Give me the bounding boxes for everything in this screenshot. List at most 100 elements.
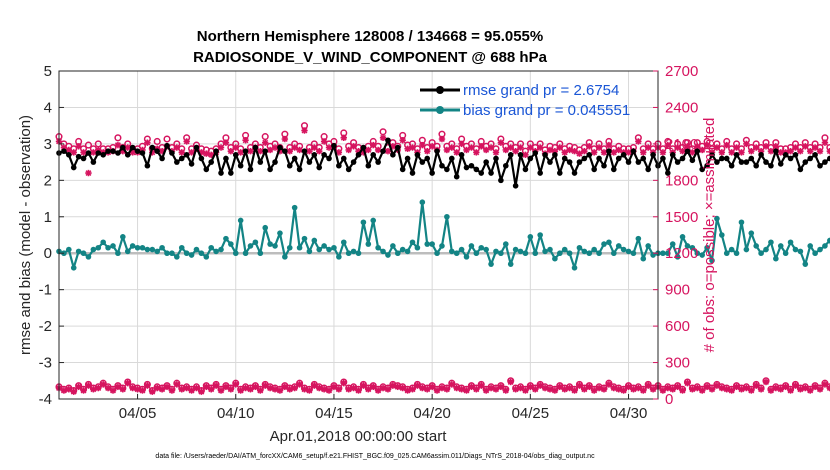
obs-low-assimilated-point-stroke xyxy=(694,385,701,392)
rmse-point xyxy=(586,152,593,158)
obs-low-assimilated-point-stroke xyxy=(767,387,774,394)
obs-low-assimilated-point xyxy=(595,384,603,392)
obs-low-assimilated-point xyxy=(394,383,401,391)
rmse-point xyxy=(802,159,809,165)
obs-low-assimilated-point xyxy=(208,386,215,393)
obs-assimilated-point-stroke xyxy=(704,142,711,149)
obs-assimilated-point xyxy=(70,149,77,156)
obs-low-assimilated-point-stroke xyxy=(70,388,77,395)
obs-low-assimilated-point xyxy=(571,387,578,394)
obs-assimilated-point-stroke xyxy=(821,139,828,146)
obs-assimilated-point-stroke xyxy=(272,144,278,151)
obs-low-assimilated-point xyxy=(458,386,465,393)
obs-low-assimilated-point-stroke xyxy=(345,386,352,393)
bias-point xyxy=(557,250,563,257)
obs-low-assimilated-point xyxy=(360,382,367,389)
rmse-point xyxy=(429,170,435,176)
rmse-point xyxy=(615,155,622,162)
obs-assimilated-point xyxy=(522,151,529,159)
bias-point xyxy=(120,234,126,240)
obs-assimilated-point xyxy=(635,138,642,145)
bias-point xyxy=(129,243,136,249)
obs-low-assimilated-point-stroke xyxy=(561,386,568,393)
obs-low-assimilated-point-stroke xyxy=(566,385,573,392)
rmse-point xyxy=(61,148,67,154)
obs-low-assimilated-point xyxy=(70,388,77,395)
obs-low-assimilated-point-stroke xyxy=(208,386,215,393)
bias-point xyxy=(606,239,612,246)
obs-assimilated-point xyxy=(590,149,598,156)
bias-point xyxy=(301,235,308,242)
bias-point xyxy=(326,246,332,253)
bias-point xyxy=(704,244,710,251)
obs-assimilated-point xyxy=(659,149,667,156)
obs-low-assimilated-point xyxy=(99,381,107,388)
obs-assimilated-point xyxy=(605,141,613,149)
obs-assimilated-point xyxy=(595,144,603,151)
bias-point xyxy=(340,239,347,246)
obs-low-assimilated-point xyxy=(777,386,784,393)
obs-assimilated-point-stroke xyxy=(321,138,328,145)
rmse-point xyxy=(424,155,431,162)
obs-low-assimilated-point xyxy=(610,384,618,392)
rmse-point xyxy=(188,161,195,167)
obs-low-assimilated-point-stroke xyxy=(502,387,509,394)
obs-low-assimilated-point xyxy=(487,384,495,392)
bias-point xyxy=(630,250,637,257)
rmse-point xyxy=(228,170,234,176)
obs-low-assimilated-point xyxy=(75,383,82,391)
obs-assimilated-point xyxy=(379,134,387,142)
obs-low-assimilated-point-stroke xyxy=(370,383,377,390)
obs-assimilated-point-stroke xyxy=(591,149,598,156)
obs-low-assimilated-point-stroke xyxy=(355,387,362,394)
obs-low-assimilated-point-stroke xyxy=(100,381,107,388)
bias-point xyxy=(267,241,273,247)
obs-low-assimilated-point xyxy=(811,383,819,391)
obs-low-assimilated-point-stroke xyxy=(468,383,475,390)
obs-low-assimilated-point xyxy=(90,386,97,393)
bias-point xyxy=(139,244,146,251)
obs-low-assimilated-point xyxy=(522,387,529,394)
obs-assimilated-point-stroke xyxy=(718,149,725,156)
obs-assimilated-point-stroke xyxy=(159,148,166,155)
obs-assimilated-point xyxy=(424,147,431,155)
obs-low-assimilated-point xyxy=(301,386,308,393)
obs-low-assimilated-point-stroke xyxy=(429,383,436,390)
obs-assimilated-point-stroke xyxy=(787,148,794,155)
rmse-point xyxy=(493,155,499,162)
obs-assimilated-point-stroke xyxy=(659,149,666,156)
x-tick-label: 04/30 xyxy=(610,405,648,422)
rmse-point xyxy=(542,152,548,158)
obs-low-assimilated-point-stroke xyxy=(399,385,406,392)
rmse-point xyxy=(164,142,170,149)
obs-low-assimilated-point-stroke xyxy=(473,386,480,393)
obs-low-assimilated-point-stroke xyxy=(763,379,769,385)
obs-possible-point xyxy=(114,134,122,142)
rmse-point xyxy=(296,166,303,173)
obs-low-assimilated-point xyxy=(752,382,760,389)
rmse-point xyxy=(124,152,131,158)
rmse-point xyxy=(129,144,136,151)
obs-low-assimilated-point xyxy=(772,384,780,392)
obs-assimilated-point-stroke xyxy=(350,143,357,150)
obs-low-assimilated-point xyxy=(448,381,455,388)
obs-assimilated-point xyxy=(340,134,347,142)
bias-point xyxy=(169,250,175,257)
rmse-point xyxy=(139,150,146,156)
obs-low-assimilated-point-stroke xyxy=(272,386,278,393)
obs-low-assimilated-point xyxy=(468,383,475,391)
rmse-point xyxy=(257,159,264,165)
bias-point xyxy=(463,254,470,260)
obs-low-assimilated-point xyxy=(536,382,544,389)
bias-point xyxy=(355,250,362,257)
obs-low-assimilated-point-stroke xyxy=(119,386,126,393)
bias-point xyxy=(586,250,593,257)
bias-point xyxy=(183,250,190,257)
obs-assimilated-point xyxy=(217,144,225,151)
x-tick-label: 04/15 xyxy=(315,405,353,422)
obs-low-assimilated-point-stroke xyxy=(640,387,647,394)
obs-assimilated-point-stroke xyxy=(605,142,612,149)
obs-low-assimilated-point xyxy=(257,387,264,394)
obs-low-assimilated-point-stroke xyxy=(699,387,706,394)
bias-point xyxy=(522,250,529,257)
